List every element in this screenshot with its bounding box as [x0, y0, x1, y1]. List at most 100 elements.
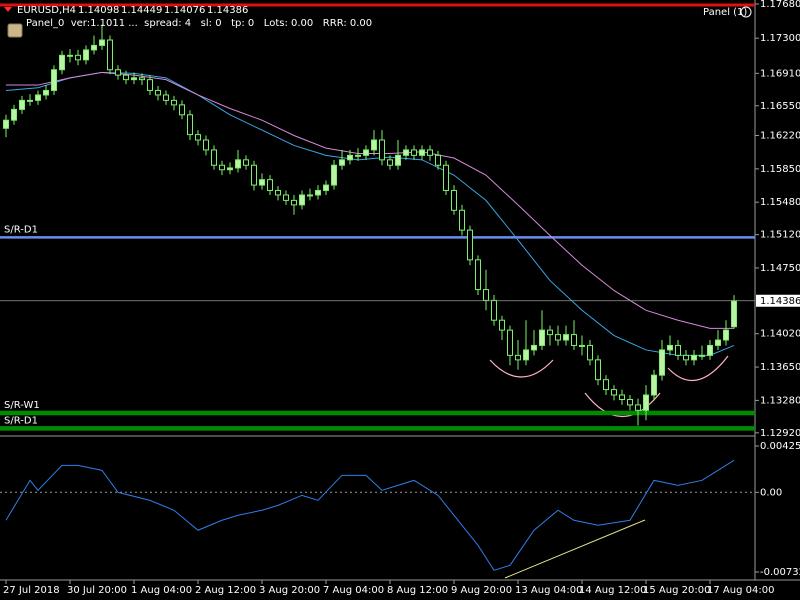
candle-body [147, 79, 153, 91]
candle-body [267, 179, 273, 191]
candle-body [187, 114, 193, 136]
candle-body [99, 39, 105, 46]
y-tick-label: 1.14750 [760, 263, 800, 274]
candle-body [715, 339, 721, 346]
x-tick-label: 2 Aug 12:00 [195, 585, 256, 596]
x-tick-label: 17 Aug 04:00 [707, 585, 774, 596]
candle-body [435, 154, 441, 166]
candle-body [371, 139, 377, 151]
arc [667, 355, 729, 382]
y-tick-label: 1.15120 [760, 230, 800, 241]
x-tick-label: 1 Aug 04:00 [131, 585, 192, 596]
candle-body [139, 77, 145, 81]
smiley-icon[interactable] [740, 6, 752, 18]
candle-body [539, 329, 545, 346]
symbol: EURUSD,H4 [17, 5, 76, 16]
x-tick-label: 15 Aug 20:00 [643, 585, 710, 596]
y-tick-label: 1.16220 [760, 131, 800, 142]
candle-body [723, 329, 729, 341]
x-tick-label: 14 Aug 12:00 [579, 585, 646, 596]
candle-body [603, 379, 609, 391]
arc [489, 359, 554, 378]
panel-icon[interactable] [7, 23, 23, 38]
candle-body [27, 99, 33, 102]
candle-body [275, 189, 281, 196]
candle-body [651, 374, 657, 396]
candle-body [459, 209, 465, 231]
candle-body [563, 334, 569, 341]
candle-body [203, 139, 209, 151]
candle-body [443, 164, 449, 191]
candle-body [627, 399, 633, 406]
candle-body [427, 149, 433, 156]
candle-body [483, 289, 489, 301]
x-tick-label: 7 Aug 04:00 [323, 585, 384, 596]
candle-body [515, 354, 521, 361]
x-tick-label: 3 Aug 20:00 [259, 585, 320, 596]
candle-body [131, 77, 137, 81]
oscillator-line [5, 459, 735, 571]
x-tick-label: 9 Aug 20:00 [451, 585, 512, 596]
y-tick-label: 1.16910 [760, 68, 800, 79]
x-tick-label: 13 Aug 04:00 [515, 585, 582, 596]
y-tick-label: 1.15480 [760, 197, 800, 208]
high-price: 1.14449 [121, 5, 162, 16]
menu-icon[interactable] [4, 7, 12, 12]
candle-body [19, 99, 25, 110]
x-tick-label: 27 Jul 2018 [3, 585, 60, 596]
candle-body [507, 329, 513, 356]
candle-body [75, 54, 81, 61]
candle-body [211, 149, 217, 166]
pattern-arcs [489, 355, 729, 417]
candle-body [59, 54, 65, 71]
candle-body [67, 54, 73, 57]
level-label: S/R-D1 [4, 415, 38, 426]
candle-body [315, 189, 321, 196]
candle-body [243, 159, 249, 166]
y-tick-label: 1.17680 [760, 0, 800, 10]
candle-body [307, 194, 313, 197]
candle-body [11, 108, 17, 121]
y-tick-label: 1.16550 [760, 101, 800, 112]
open-price: 1.14098 [78, 5, 119, 16]
candle-body [699, 354, 705, 357]
candle-body [291, 199, 297, 206]
candle-body [219, 164, 225, 171]
candle-body [643, 394, 649, 411]
candle-body [691, 354, 697, 361]
candle-body [323, 184, 329, 191]
candle-body [347, 154, 353, 161]
level-label: S/R-D1 [4, 224, 38, 235]
header: EURUSD,H4 1.14098 1.14449 1.14076 1.1438… [4, 5, 752, 38]
candle-body [331, 164, 337, 186]
candle-body [171, 99, 177, 106]
candle-body [579, 344, 585, 347]
candle-body [555, 334, 561, 341]
arc [584, 392, 661, 417]
candle-body [283, 194, 289, 201]
candle-body [499, 319, 505, 331]
candle-body [523, 349, 529, 361]
y-tick-label: 1.12920 [760, 428, 800, 439]
candle-body [355, 154, 361, 157]
candle-body [43, 89, 49, 96]
x-tick-label: 30 Jul 20:00 [67, 585, 127, 596]
candle-body [387, 159, 393, 166]
candle-body [227, 167, 233, 171]
y-tick-label: 1.13650 [760, 362, 800, 373]
candle-body [659, 349, 665, 376]
current-price-label: 1.14386 [760, 296, 800, 307]
candle-body [683, 354, 689, 361]
candle-body [403, 149, 409, 156]
y-tick-label: 1.14020 [760, 329, 800, 340]
low-price: 1.14076 [164, 5, 205, 16]
y-tick-label: 0.00 [760, 487, 782, 498]
candle-body [595, 359, 601, 381]
panel-button[interactable]: Panel (1) [703, 7, 747, 18]
close-price: 1.14386 [207, 5, 248, 16]
candle-body [299, 194, 305, 206]
